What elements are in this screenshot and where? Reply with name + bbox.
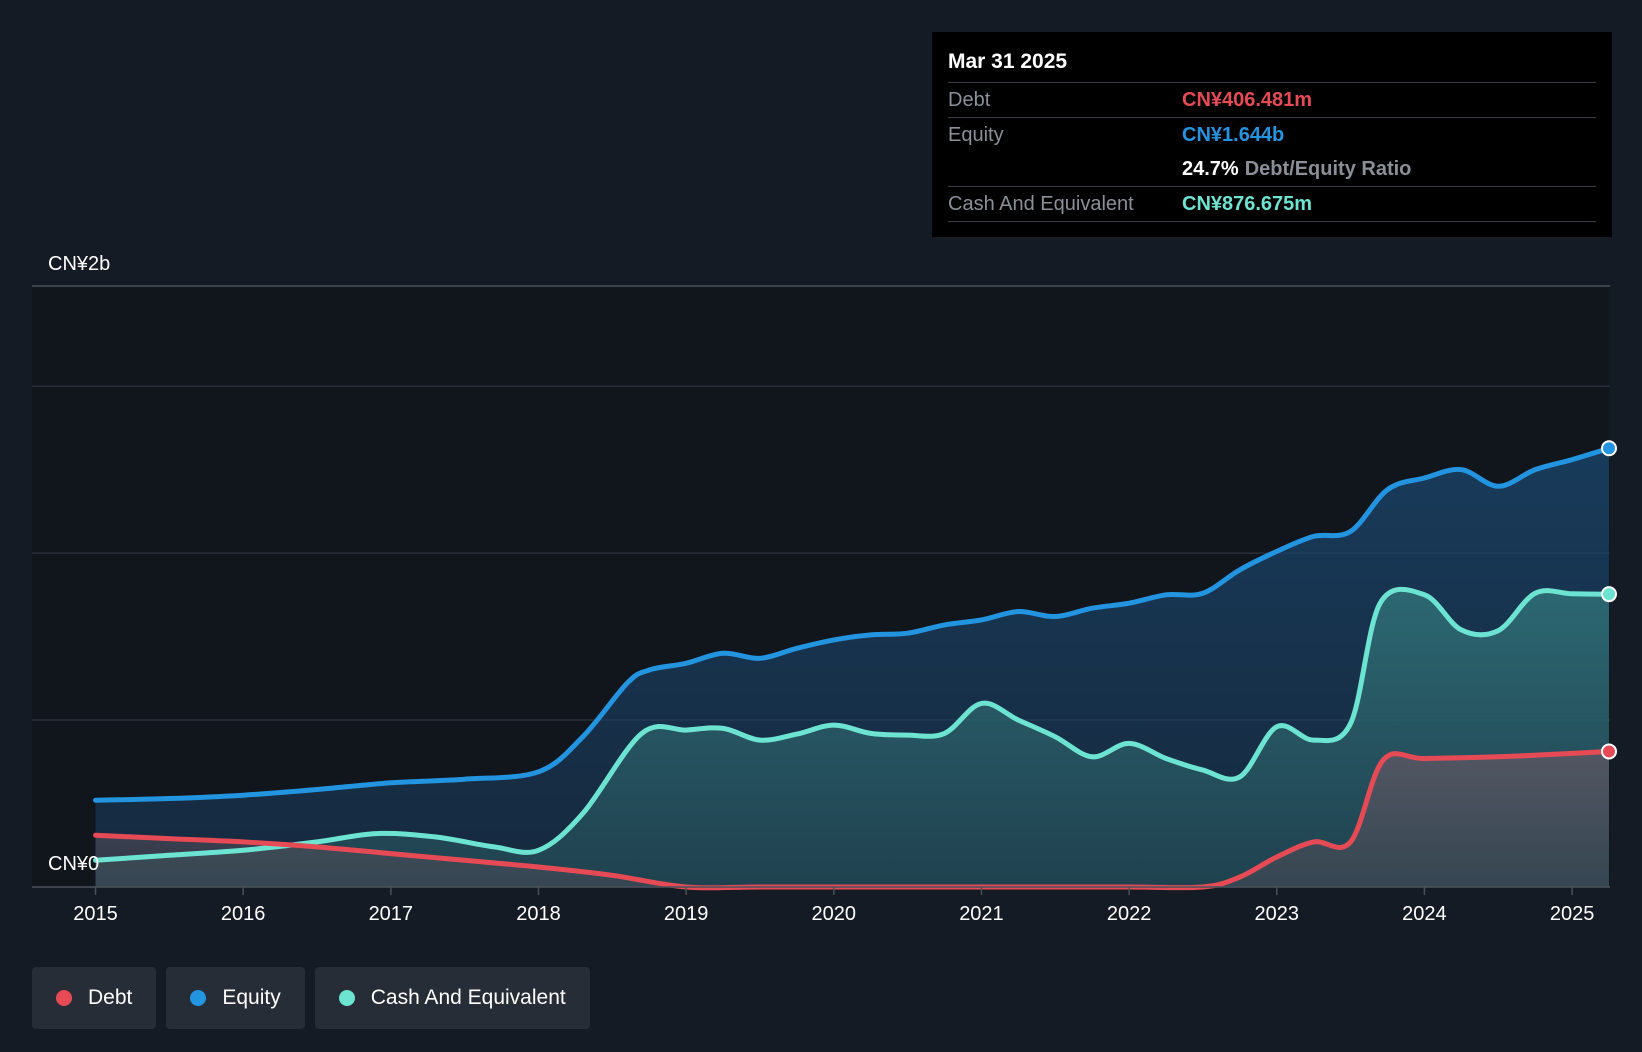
tooltip-ratio-value: 24.7%: [1182, 157, 1239, 180]
y-axis-min-label: CN¥0: [48, 853, 99, 875]
legend-dot-equity: [190, 990, 207, 1006]
x-tick-label-2021: 2021: [959, 903, 1004, 925]
tooltip-equity-label: Equity: [948, 123, 1004, 146]
x-tick-label-2024: 2024: [1402, 903, 1447, 925]
equity-line: [93, 445, 1612, 803]
x-tick-label-2019: 2019: [664, 903, 709, 925]
cash-area: [95, 589, 1609, 887]
tooltip-debt-label: Debt: [948, 88, 991, 111]
cash-line: [93, 586, 1612, 863]
x-tick-label-2018: 2018: [516, 903, 561, 925]
y-axis-max-label: CN¥2b: [48, 253, 110, 275]
x-tick-label-2017: 2017: [369, 903, 414, 925]
tooltip-cash-label: Cash And Equivalent: [948, 192, 1134, 215]
series-endpoints: [1601, 440, 1617, 760]
tooltip-ratio-row: 24.7% Debt/Equity Ratio: [948, 152, 1596, 186]
tooltip-date: Mar 31 2025: [948, 50, 1068, 73]
tooltip: Mar 31 2025 Debt CN¥406.481m Equity CN¥1…: [932, 32, 1612, 237]
equity-endpoint: [1601, 440, 1617, 457]
legend: Debt Equity Cash And Equivalent: [32, 967, 590, 1029]
tooltip-cash-value: CN¥876.675m: [1182, 192, 1313, 215]
legend-label-equity: Equity: [222, 986, 281, 1009]
legend-item-equity[interactable]: Equity: [166, 967, 305, 1029]
tooltip-equity-value: CN¥1.644b: [1182, 123, 1285, 146]
x-tick-label-2025: 2025: [1550, 903, 1595, 925]
tooltip-cash-row: Cash And Equivalent CN¥876.675m: [948, 186, 1596, 222]
legend-dot-cash: [338, 990, 355, 1006]
tooltip-debt-value: CN¥406.481m: [1182, 88, 1313, 111]
cash-endpoint: [1601, 586, 1617, 603]
tooltip-ratio-label: Debt/Equity Ratio: [1244, 157, 1412, 180]
tooltip-equity-row: Equity CN¥1.644b: [948, 117, 1596, 152]
debt-area: [95, 751, 1609, 888]
x-tick-label-2023: 2023: [1255, 903, 1300, 925]
x-tick-label-2015: 2015: [73, 903, 118, 925]
tooltip-debt-row: Debt CN¥406.481m: [948, 82, 1596, 117]
x-tick-label-2022: 2022: [1107, 903, 1152, 925]
x-tick-label-2016: 2016: [221, 903, 266, 925]
legend-label-cash: Cash And Equivalent: [370, 986, 566, 1009]
legend-label-debt: Debt: [88, 986, 133, 1009]
legend-item-cash[interactable]: Cash And Equivalent: [314, 967, 590, 1029]
x-tick-label-2020: 2020: [812, 903, 857, 925]
debt-endpoint: [1601, 743, 1617, 760]
x-axis-ticks: 2015 2016 2017 2018 2019 2020 2021 2022 2023 2024…: [32, 886, 1610, 925]
legend-item-debt[interactable]: Debt: [32, 967, 157, 1029]
legend-dot-debt: [56, 990, 72, 1006]
